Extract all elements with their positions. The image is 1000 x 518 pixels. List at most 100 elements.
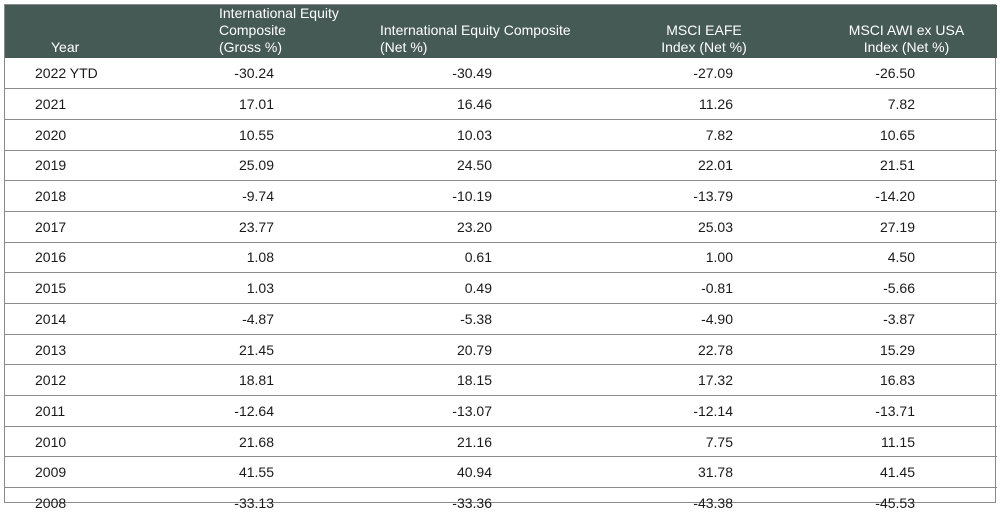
cell-composite-net: -33.36 xyxy=(452,495,492,512)
cell-msci-awi: -13.71 xyxy=(875,402,915,419)
header-composite-net: International Equity Composite (Net %) xyxy=(380,22,571,55)
table-row: 2018 -9.74 -10.19 -13.79 -14.20 xyxy=(5,180,997,212)
cell-msci-eafe: 17.32 xyxy=(697,372,733,389)
table-row: 2008 -33.13 -33.36 -43.38 -45.53 xyxy=(5,487,997,518)
cell-composite-net: 40.94 xyxy=(456,464,492,481)
table-row: 2016 1.08 0.61 1.00 4.50 xyxy=(5,242,997,273)
cell-year: 2015 xyxy=(35,280,67,297)
cell-msci-eafe: -27.09 xyxy=(693,65,733,82)
cell-composite-gross: -9.74 xyxy=(242,188,274,205)
cell-composite-net: -5.38 xyxy=(460,310,492,327)
header-year: Year xyxy=(51,39,80,55)
cell-year: 2018 xyxy=(35,188,67,205)
cell-msci-awi: 21.51 xyxy=(879,157,915,174)
table-row: 2021 17.01 16.46 11.26 7.82 xyxy=(5,88,997,120)
header-composite-gross: International Equity Composite (Gross %) xyxy=(219,5,339,55)
cell-msci-awi: 15.29 xyxy=(879,341,915,358)
returns-table: Year International Equity Composite (Gro… xyxy=(5,5,997,518)
cell-composite-gross: 23.77 xyxy=(238,218,274,235)
cell-composite-gross: -12.64 xyxy=(234,402,274,419)
cell-msci-awi: -5.66 xyxy=(883,280,915,297)
cell-composite-net: 18.15 xyxy=(456,372,492,389)
cell-composite-gross: 1.03 xyxy=(246,280,274,297)
cell-composite-net: 24.50 xyxy=(456,157,492,174)
header-msci-awi: MSCI AWI ex USA Index (Net %) xyxy=(848,22,965,55)
cell-msci-awi: 16.83 xyxy=(879,372,915,389)
cell-composite-net: 20.79 xyxy=(456,341,492,358)
cell-msci-eafe: 1.00 xyxy=(705,249,733,266)
table-row: 2017 23.77 23.20 25.03 27.19 xyxy=(5,211,997,242)
cell-year: 2017 xyxy=(35,218,67,235)
cell-msci-eafe: -0.81 xyxy=(701,280,733,297)
cell-year: 2014 xyxy=(35,310,67,327)
cell-msci-awi: 11.15 xyxy=(881,433,915,450)
cell-composite-net: 0.61 xyxy=(464,249,492,266)
cell-msci-eafe: 22.01 xyxy=(697,157,733,174)
cell-composite-gross: -4.87 xyxy=(242,310,274,327)
table-row: 2022 YTD -30.24 -30.49 -27.09 -26.50 xyxy=(5,58,997,89)
cell-msci-eafe: -13.79 xyxy=(693,188,733,205)
cell-msci-eafe: 25.03 xyxy=(697,218,733,235)
header-row: Year International Equity Composite (Gro… xyxy=(5,5,997,58)
cell-year: 2011 xyxy=(35,402,66,419)
cell-year: 2019 xyxy=(35,157,67,174)
cell-msci-eafe: 31.78 xyxy=(697,464,733,481)
cell-year: 2022 YTD xyxy=(35,65,98,82)
cell-composite-gross: 10.55 xyxy=(238,126,274,143)
cell-msci-awi: -45.53 xyxy=(875,495,915,512)
table-body: 2022 YTD -30.24 -30.49 -27.09 -26.50 2021 17.0… xyxy=(5,58,997,518)
table-row: 2013 21.45 20.79 22.78 15.29 xyxy=(5,334,997,365)
cell-composite-net: 23.20 xyxy=(456,218,492,235)
cell-msci-eafe: -12.14 xyxy=(693,402,733,419)
cell-msci-awi: 4.50 xyxy=(887,249,915,266)
cell-year: 2016 xyxy=(35,249,67,266)
cell-year: 2021 xyxy=(35,96,67,113)
cell-composite-gross: 21.45 xyxy=(238,341,274,358)
cell-composite-gross: 41.55 xyxy=(238,464,274,481)
table-row: 2019 25.09 24.50 22.01 21.51 xyxy=(5,150,997,181)
table-row: 2020 10.55 10.03 7.82 10.65 xyxy=(5,119,997,150)
cell-msci-eafe: -4.90 xyxy=(701,310,733,327)
cell-msci-awi: -3.87 xyxy=(883,310,915,327)
cell-msci-eafe: 22.78 xyxy=(697,341,733,358)
cell-msci-awi: 27.19 xyxy=(879,218,915,235)
cell-composite-gross: 21.68 xyxy=(238,433,274,450)
table-row: 2015 1.03 0.49 -0.81 -5.66 xyxy=(5,272,997,304)
table-row: 2011 -12.64 -13.07 -12.14 -13.71 xyxy=(5,395,997,427)
cell-year: 2020 xyxy=(35,126,67,143)
cell-year: 2009 xyxy=(35,464,67,481)
table-row: 2010 21.68 21.16 7.75 11.15 xyxy=(5,426,997,457)
cell-composite-gross: 18.81 xyxy=(238,372,274,389)
cell-composite-gross: 1.08 xyxy=(246,249,274,266)
cell-composite-net: -10.19 xyxy=(452,188,492,205)
cell-composite-net: 16.46 xyxy=(456,96,492,113)
cell-msci-awi: 7.82 xyxy=(887,96,915,113)
cell-msci-eafe: 7.75 xyxy=(705,433,733,450)
cell-msci-eafe: 7.82 xyxy=(705,126,733,143)
header-msci-eafe: MSCI EAFE Index (Net %) xyxy=(661,22,747,55)
cell-composite-net: 0.49 xyxy=(464,280,492,297)
table-header: Year International Equity Composite (Gro… xyxy=(5,5,997,58)
cell-composite-gross: 17.01 xyxy=(238,96,274,113)
cell-msci-awi: -26.50 xyxy=(875,65,915,82)
cell-year: 2013 xyxy=(35,341,67,358)
cell-msci-eafe: 11.26 xyxy=(699,96,733,113)
cell-composite-gross: -30.24 xyxy=(234,65,274,82)
cell-year: 2008 xyxy=(35,495,67,512)
cell-composite-gross: -33.13 xyxy=(234,495,274,512)
cell-composite-net: -30.49 xyxy=(452,65,492,82)
table-row: 2009 41.55 40.94 31.78 41.45 xyxy=(5,456,997,488)
table-row: 2012 18.81 18.15 17.32 16.83 xyxy=(5,364,997,396)
returns-table-container: Year International Equity Composite (Gro… xyxy=(4,4,997,511)
cell-year: 2010 xyxy=(35,433,67,450)
cell-msci-awi: -14.20 xyxy=(875,188,915,205)
cell-year: 2012 xyxy=(35,372,67,389)
cell-msci-awi: 41.45 xyxy=(879,464,915,481)
cell-msci-awi: 10.65 xyxy=(879,126,915,143)
cell-composite-net: 10.03 xyxy=(456,126,492,143)
cell-composite-gross: 25.09 xyxy=(238,157,274,174)
cell-msci-eafe: -43.38 xyxy=(693,495,733,512)
table-row: 2014 -4.87 -5.38 -4.90 -3.87 xyxy=(5,303,997,335)
cell-composite-net: 21.16 xyxy=(456,433,492,450)
cell-composite-net: -13.07 xyxy=(452,402,492,419)
